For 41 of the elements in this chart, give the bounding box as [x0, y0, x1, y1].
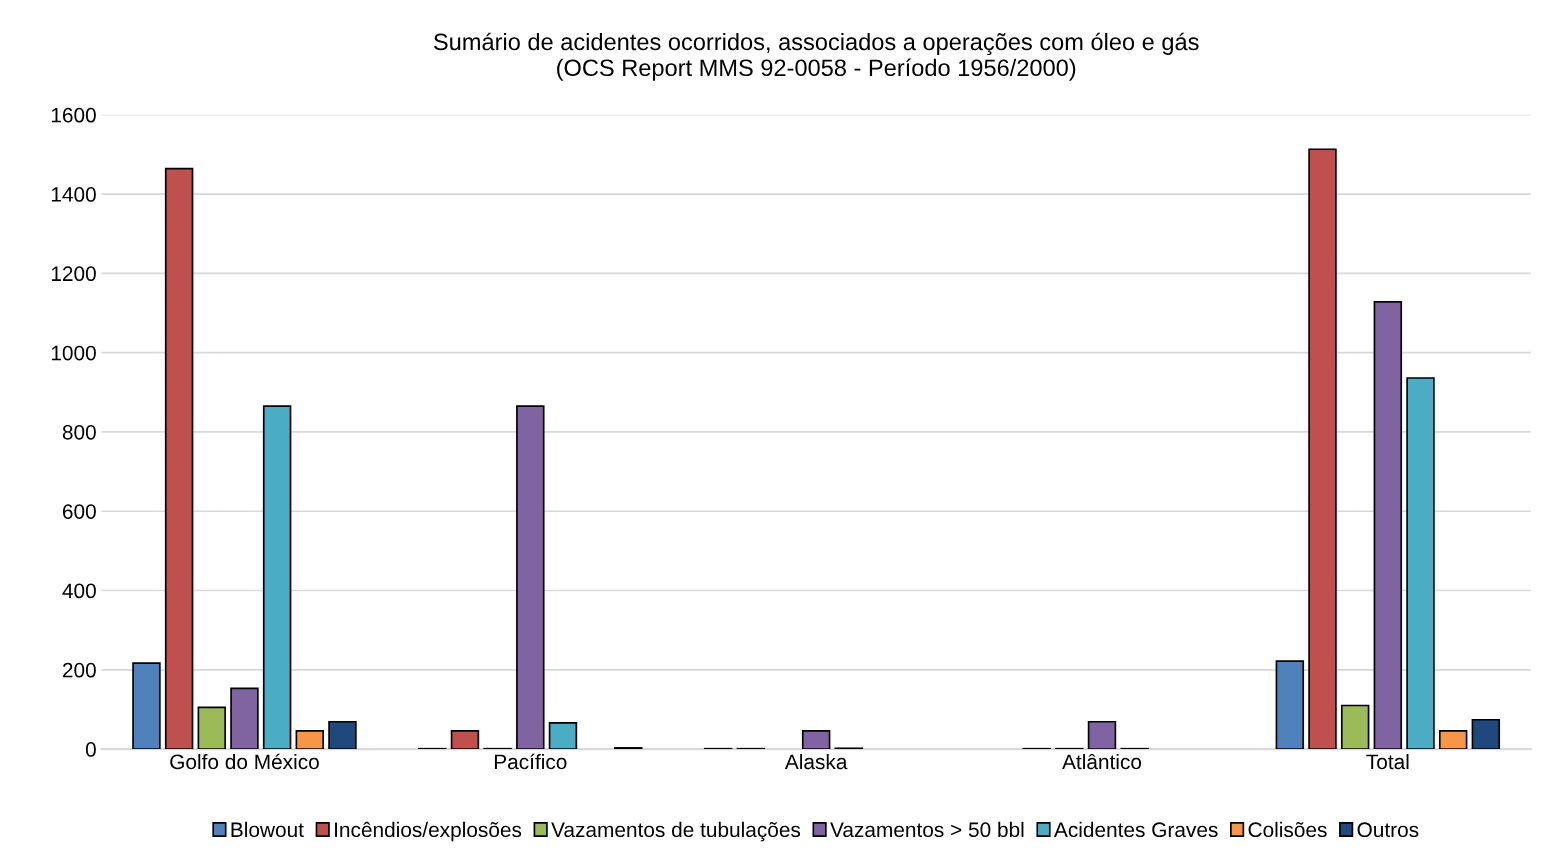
- bar: [1308, 148, 1337, 750]
- x-tick-label: Golfo do México: [170, 753, 319, 770]
- legend-label: Acidentes Graves: [1053, 821, 1218, 838]
- y-tick-label: 200: [62, 662, 96, 678]
- bar: [164, 167, 194, 750]
- legend-label: Incêndios/explosões: [335, 821, 522, 842]
- y-tick-label: 600: [62, 504, 96, 519]
- bar: [1406, 377, 1435, 750]
- x-tick-label: Pacífico: [494, 753, 567, 770]
- bar: [1340, 704, 1370, 750]
- bar: [801, 730, 831, 750]
- legend-label: Outros: [1357, 822, 1419, 838]
- y-tick-label: 800: [62, 424, 96, 440]
- legend-label: Vazamentos de tubulações: [551, 821, 801, 842]
- x-tick-label: Alaska: [784, 753, 848, 770]
- legend-label: Vazamentos > 50 bbl: [830, 821, 1024, 838]
- chart-title: Sumário de acidentes ocorridos, associados a operações com óleo e gás (OCS Report MMS 92-0058 - Período 1956/2000): [434, 32, 1199, 81]
- legend-label: Colisões: [1248, 821, 1327, 838]
- y-tick-label: 1600: [51, 107, 96, 123]
- bar: [1471, 718, 1501, 750]
- bar: [197, 706, 227, 750]
- bar: [1087, 720, 1117, 750]
- bar: [1373, 301, 1403, 750]
- bar: [1275, 660, 1305, 750]
- bar: [1438, 730, 1468, 750]
- bar: [328, 720, 357, 750]
- bar: [230, 687, 259, 750]
- x-tick-label: Total: [1366, 753, 1409, 770]
- bar: [516, 405, 545, 750]
- bar: [548, 722, 578, 750]
- bar: [132, 662, 161, 750]
- y-tick-label: 0: [85, 742, 96, 757]
- bar: [295, 730, 325, 750]
- y-tick-label: 1200: [51, 266, 96, 282]
- x-tick-label: Atlântico: [1062, 753, 1142, 770]
- legend-label: Blowout: [231, 821, 304, 838]
- y-tick-label: 1000: [51, 345, 96, 361]
- bar: [450, 730, 480, 750]
- y-tick-label: 1400: [51, 187, 96, 202]
- bar: [262, 405, 292, 750]
- y-tick-label: 400: [62, 583, 96, 599]
